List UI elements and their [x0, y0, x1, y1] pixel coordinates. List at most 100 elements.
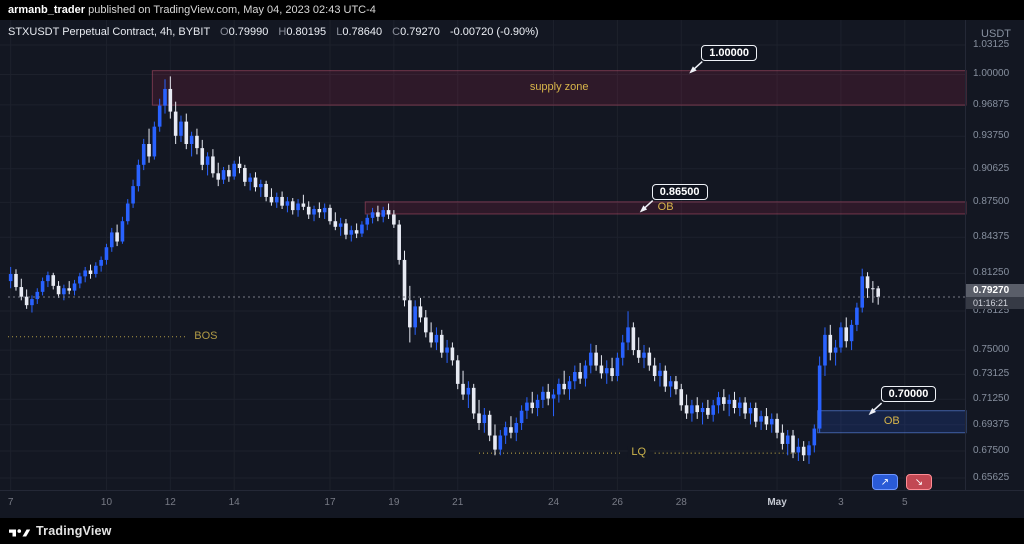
- candle-body: [157, 105, 162, 127]
- candle-body: [67, 288, 72, 291]
- candle-body: [769, 418, 774, 425]
- candle-body: [865, 276, 870, 289]
- candle-body: [807, 445, 811, 456]
- y-axis-tick: 0.73125: [973, 368, 1010, 380]
- candle-body: [567, 381, 572, 390]
- candle-body: [280, 196, 284, 206]
- price-callout-1.00000[interactable]: 1.00000: [701, 44, 757, 61]
- candle-body: [365, 217, 370, 225]
- y-axis-tick: 0.96875: [973, 98, 1010, 110]
- candle-body: [631, 327, 636, 351]
- candle-body: [120, 221, 125, 242]
- candle-body: [748, 407, 753, 414]
- x-axis-label: May: [767, 497, 787, 508]
- y-axis-tick: 0.78125: [973, 304, 1010, 316]
- long-position-icon[interactable]: ↗: [872, 474, 898, 490]
- candle-body: [722, 397, 726, 404]
- y-axis-tick: 1.00000: [973, 68, 1010, 80]
- candle-body: [189, 135, 194, 145]
- candle-body: [19, 287, 24, 297]
- candle-body: [674, 381, 678, 390]
- candle-body: [615, 357, 620, 376]
- candle-body: [503, 427, 508, 436]
- candle-body: [243, 167, 247, 182]
- candle-body: [578, 372, 582, 379]
- candle-body: [35, 291, 40, 300]
- candle-body: [833, 347, 838, 353]
- candle-body: [381, 210, 386, 217]
- supply-zone[interactable]: [151, 70, 967, 106]
- x-axis-label: 7: [7, 497, 14, 508]
- candle-body: [684, 405, 689, 414]
- candle-body: [796, 446, 801, 453]
- candle-body: [30, 299, 34, 306]
- candle-body: [743, 402, 747, 414]
- candle-body: [706, 407, 710, 415]
- candle-body: [306, 206, 311, 215]
- candle-body: [466, 387, 471, 395]
- candle-body: [535, 399, 540, 408]
- candle-body: [439, 334, 444, 353]
- short-position-icon[interactable]: ↘: [906, 474, 932, 490]
- callout-arrowhead: [639, 205, 648, 213]
- x-axis-label: 3: [838, 497, 844, 508]
- candle-body: [445, 347, 449, 353]
- candle-body: [24, 296, 29, 306]
- candle-body: [216, 173, 221, 180]
- author-username: armanb_trader: [8, 4, 86, 16]
- bar-countdown: 01:16:21: [966, 297, 1024, 310]
- attribution-bar: armanb_trader published on TradingView.c…: [0, 0, 1024, 20]
- candle-body: [876, 288, 880, 298]
- x-axis-label: 26: [611, 497, 623, 508]
- candle-body: [679, 389, 684, 406]
- candle-body: [184, 121, 189, 145]
- candle-body: [115, 232, 119, 242]
- candle-body: [668, 381, 673, 387]
- candle-body: [487, 414, 492, 436]
- candle-body: [541, 391, 545, 400]
- candlestick-chart[interactable]: [0, 20, 1024, 518]
- candle-body: [817, 365, 822, 429]
- price-callout-0.70000[interactable]: 0.70000: [880, 386, 937, 403]
- y-axis-tick: 0.67500: [973, 445, 1010, 456]
- candle-body: [626, 327, 630, 343]
- orderblock-low-label[interactable]: OB: [883, 414, 900, 427]
- candle-body: [179, 121, 183, 136]
- chart-pane[interactable]: STXUSDT Perpetual Contract, 4h, BYBIT O0…: [0, 20, 1024, 518]
- tradingview-brand-text[interactable]: TradingView: [36, 524, 112, 538]
- orderblock-mid[interactable]: [364, 201, 967, 215]
- x-axis-label: 21: [452, 497, 464, 508]
- candle-body: [498, 435, 503, 450]
- candle-body: [392, 214, 396, 225]
- price-callout-0.86500[interactable]: 0.86500: [651, 183, 708, 200]
- candle-body: [423, 317, 428, 333]
- symbol-title[interactable]: STXUSDT Perpetual Contract, 4h, BYBIT: [8, 26, 210, 38]
- symbol-legend: STXUSDT Perpetual Contract, 4h, BYBIT O0…: [8, 26, 539, 38]
- candle-body: [259, 183, 263, 188]
- candle-body: [232, 163, 236, 177]
- lq-label[interactable]: LQ: [627, 446, 651, 459]
- y-axis-tick: 0.87500: [973, 196, 1010, 208]
- candle-body: [461, 383, 465, 395]
- candle-body: [360, 224, 364, 234]
- candle-body: [237, 163, 242, 168]
- candle-body: [322, 207, 327, 213]
- tradingview-logo-icon[interactable]: [8, 525, 30, 538]
- candle-body: [109, 232, 114, 248]
- candle-body: [285, 201, 290, 206]
- supply-zone-label[interactable]: supply zone: [529, 80, 589, 93]
- candle-body: [402, 259, 407, 301]
- price-axis[interactable]: 1.03125 1.00000 0.96875 0.93750 0.90625 0.875…: [965, 20, 1024, 490]
- candle-body: [647, 352, 652, 366]
- candle-body: [530, 402, 535, 408]
- candle-body: [775, 418, 779, 433]
- time-axis[interactable]: 7 10 12 14 17 19 21 24 26 28 May 3 5: [0, 490, 1024, 519]
- candle-body: [780, 432, 785, 444]
- candle-body: [301, 203, 306, 207]
- quote-currency-label: USDT: [981, 28, 1011, 40]
- candle-body: [764, 416, 769, 425]
- orderblock-low[interactable]: [817, 410, 967, 434]
- orderblock-mid-label[interactable]: OB: [657, 200, 674, 213]
- bos-label[interactable]: BOS: [194, 329, 218, 342]
